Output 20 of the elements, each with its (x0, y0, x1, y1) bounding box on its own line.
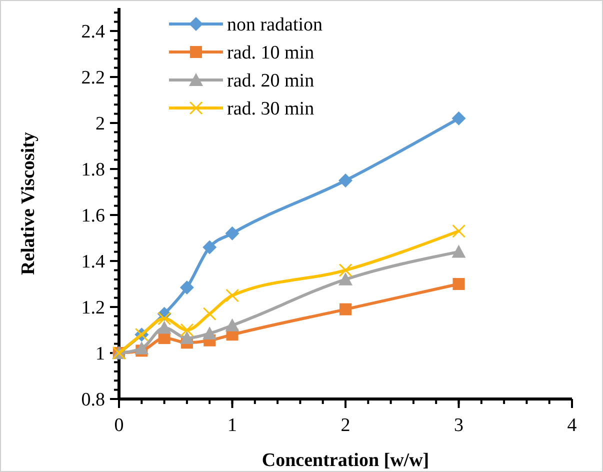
y-tick-label: 2.4 (81, 22, 106, 43)
x-tick-label: 0 (114, 415, 124, 436)
x-axis-title: Concentration [w/w] (262, 450, 430, 471)
legend-label: rad. 20 min (227, 70, 315, 92)
y-axis-title: Relative Viscosity (18, 132, 39, 276)
x-tick-label: 3 (454, 415, 464, 436)
legend-label: rad. 10 min (227, 42, 315, 64)
y-tick-label: 0.8 (81, 390, 105, 411)
legend-label: rad. 30 min (227, 98, 315, 120)
y-tick-label: 2 (96, 114, 105, 135)
x-tick-label: 1 (228, 415, 237, 436)
y-tick-label: 2.2 (81, 68, 105, 89)
legend-label: non radation (227, 14, 323, 36)
x-tick-label: 2 (340, 415, 350, 436)
y-tick-label: 1.4 (81, 252, 106, 273)
x-tick-label: 4 (567, 415, 578, 436)
y-tick-label: 1 (96, 344, 105, 365)
y-tick-label: 1.6 (81, 206, 105, 227)
y-tick-label: 1.2 (81, 298, 105, 319)
y-tick-label: 1.8 (81, 160, 105, 181)
